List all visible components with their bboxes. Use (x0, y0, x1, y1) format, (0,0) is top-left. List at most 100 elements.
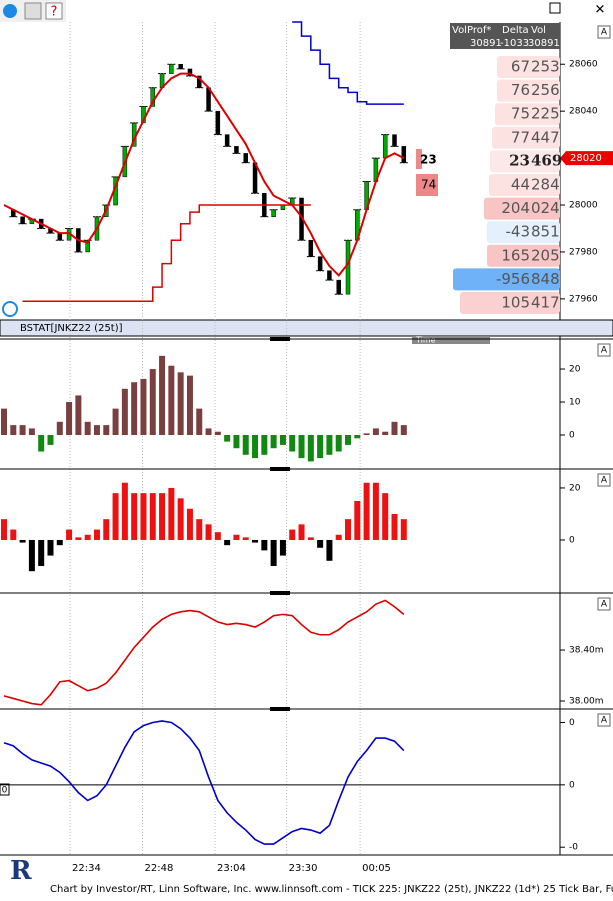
histogram-bar (28, 428, 35, 436)
histogram-bar (382, 493, 389, 540)
profile-vol: 024 (531, 199, 560, 217)
histogram-bar (196, 408, 203, 436)
histogram-bar (270, 539, 277, 566)
histogram-bar (19, 425, 26, 436)
candle (392, 134, 397, 147)
histogram-bar (0, 408, 7, 436)
profile-total: -1033 (500, 38, 529, 49)
histogram-bar (177, 372, 184, 436)
histogram-bar (93, 529, 100, 540)
y-tick-label: -0 (569, 843, 578, 853)
annotation: 74 (421, 178, 436, 192)
histogram-bar (112, 493, 119, 540)
histogram-bar (56, 421, 63, 436)
histogram-bar (0, 519, 7, 540)
help-icon[interactable] (45, 2, 63, 20)
histogram-bar (363, 433, 370, 436)
histogram-bar (38, 539, 45, 566)
histogram-bar (159, 493, 166, 540)
histogram-bar (131, 382, 138, 436)
profile-bar (489, 174, 560, 196)
profile-vol: 848 (531, 270, 560, 288)
profile-delta: -956 (496, 270, 530, 288)
candle (234, 146, 239, 154)
candle (336, 279, 341, 295)
histogram-bar (233, 534, 240, 540)
panel-tab (270, 337, 290, 341)
y-tick-label: 28040 (569, 107, 598, 117)
profile-delta: 77 (511, 128, 530, 146)
price-line (22, 204, 311, 302)
histogram-bar (186, 508, 193, 540)
restore-btn[interactable] (549, 2, 561, 14)
histogram-bar (400, 425, 407, 436)
y-tick-label: 0 (569, 535, 575, 545)
profile-header: Delta (502, 25, 529, 36)
histogram-bar (298, 435, 305, 459)
histogram-bar (335, 435, 342, 452)
histogram-bar (66, 402, 73, 436)
histogram-bar (317, 435, 324, 459)
histogram-bar (242, 537, 249, 540)
histogram-bar (307, 435, 314, 462)
edit-icon[interactable] (24, 2, 42, 20)
time-tab-label: Time (415, 336, 436, 345)
histogram-bar (140, 493, 147, 540)
histogram-bar (121, 388, 128, 436)
histogram-bar (345, 519, 352, 540)
footer: Chart by Investor/RT, Linn Software, Inc… (50, 884, 613, 895)
autoscale-btn[interactable] (597, 25, 611, 39)
profile-delta: 76 (511, 81, 530, 99)
histogram-bar (75, 395, 82, 436)
histogram-bar (289, 529, 296, 540)
histogram-bar (391, 421, 398, 436)
profile-total: 30891 (470, 38, 502, 49)
close-btn[interactable]: ✕ (595, 3, 606, 18)
histogram-bar (326, 539, 333, 561)
histogram-bar (47, 435, 54, 445)
autoscale-btn[interactable] (597, 713, 611, 727)
histogram-bar (372, 428, 379, 436)
autoscale-btn[interactable] (597, 343, 611, 357)
histogram-bar (10, 529, 17, 540)
histogram-bar (224, 539, 231, 546)
histogram-bar (159, 355, 166, 436)
histogram-bar (186, 375, 193, 436)
autoscale-btn[interactable] (597, 597, 611, 611)
histogram-bar (391, 513, 398, 540)
autoscale-label: A (601, 476, 608, 486)
histogram-bar (214, 431, 221, 436)
histogram-bar (298, 524, 305, 540)
x-tick-label: 23:30 (289, 863, 318, 874)
histogram-bar (103, 519, 110, 540)
histogram-bar (261, 539, 268, 551)
autoscale-label: A (601, 28, 608, 38)
clock-icon[interactable] (3, 4, 17, 18)
profile-bar (487, 244, 560, 267)
autoscale-label: A (601, 600, 608, 610)
y-tick-label: 27960 (569, 294, 598, 304)
profile-vol: 253 (531, 58, 560, 76)
profile-header-bg (450, 23, 560, 49)
indicator-line (3, 599, 405, 706)
histogram-bar (47, 539, 54, 556)
zero-box (0, 783, 10, 796)
annotation-box (416, 149, 422, 169)
histogram-bar (326, 435, 333, 455)
profile-bar (497, 56, 560, 78)
candle (308, 239, 314, 257)
clock-btn[interactable] (2, 301, 18, 317)
histogram-bar (196, 519, 203, 540)
autoscale-btn[interactable] (597, 473, 611, 487)
profile-delta: 165 (501, 246, 530, 264)
y-tick-label: 20 (569, 483, 581, 493)
histogram-bar (140, 378, 147, 436)
x-tick-label: 23:04 (217, 863, 246, 874)
profile-bar (453, 268, 560, 291)
candle (345, 239, 351, 295)
histogram-bar (84, 534, 91, 540)
profile-vol: 469 (531, 151, 562, 169)
candle (57, 232, 63, 241)
profile-bar (460, 292, 560, 314)
